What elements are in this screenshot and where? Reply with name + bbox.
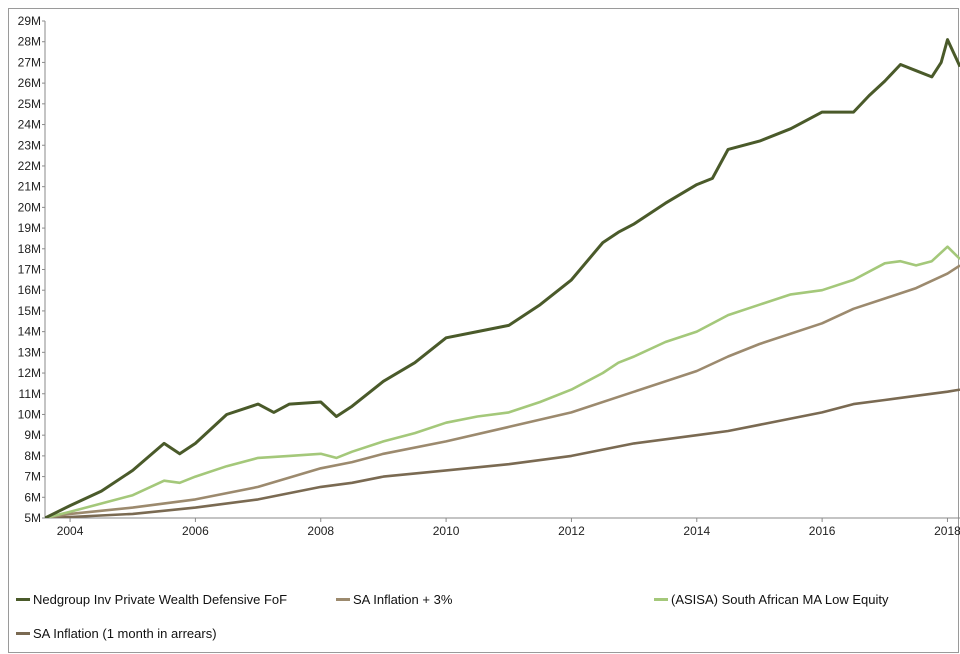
y-tick-label: 8M xyxy=(24,449,41,463)
y-tick-label: 9M xyxy=(24,428,41,442)
y-tick-label: 11M xyxy=(19,387,41,401)
y-tick-label: 6M xyxy=(24,490,41,504)
x-tick-label: 2010 xyxy=(433,524,460,538)
y-tick-label: 28M xyxy=(18,35,41,49)
x-tick-label: 2016 xyxy=(809,524,836,538)
x-tick-label: 2004 xyxy=(57,524,84,538)
y-tick-label: 15M xyxy=(18,304,41,318)
y-tick-label: 12M xyxy=(18,366,41,380)
x-tick-label: 2008 xyxy=(307,524,334,538)
y-tick-label: 27M xyxy=(18,55,41,69)
y-tick-label: 21M xyxy=(18,180,41,194)
y-tick-label: 20M xyxy=(18,200,41,214)
y-tick-label: 10M xyxy=(18,407,41,421)
y-tick-label: 23M xyxy=(18,138,41,152)
y-tick-label: 29M xyxy=(18,14,41,28)
y-tick-label: 25M xyxy=(18,97,41,111)
y-tick-label: 17M xyxy=(18,263,41,277)
y-tick-label: 19M xyxy=(18,221,41,235)
y-tick-label: 16M xyxy=(18,283,41,297)
y-tick-label: 13M xyxy=(18,345,41,359)
y-tick-label: 18M xyxy=(18,242,41,256)
series-line-4 xyxy=(45,388,960,518)
chart-frame xyxy=(8,8,959,653)
x-tick-label: 2014 xyxy=(683,524,710,538)
y-tick-label: 7M xyxy=(24,470,41,484)
series-line-1 xyxy=(45,38,960,518)
y-tick-label: 24M xyxy=(18,118,41,132)
x-tick-labels: 2004 2006 2008 2010 2012 2014 2016 2018 xyxy=(57,518,960,538)
y-tick-label: 26M xyxy=(18,76,41,90)
y-tick-label: 22M xyxy=(18,159,41,173)
y-tick-labels: 5M 6M 7M 8M 9M 10M 11M 12M 13M 14M 15M 16M 17M 18M 19M… xyxy=(18,14,45,525)
y-tick-label: 5M xyxy=(24,511,41,525)
x-tick-label: 2012 xyxy=(558,524,585,538)
y-tick-label: 14M xyxy=(18,325,41,339)
x-tick-label: 2018 xyxy=(934,524,960,538)
series-line-2 xyxy=(45,245,960,518)
series-line-3 xyxy=(45,264,960,518)
series-lines xyxy=(45,38,960,518)
x-tick-label: 2006 xyxy=(182,524,209,538)
axes xyxy=(44,21,960,519)
